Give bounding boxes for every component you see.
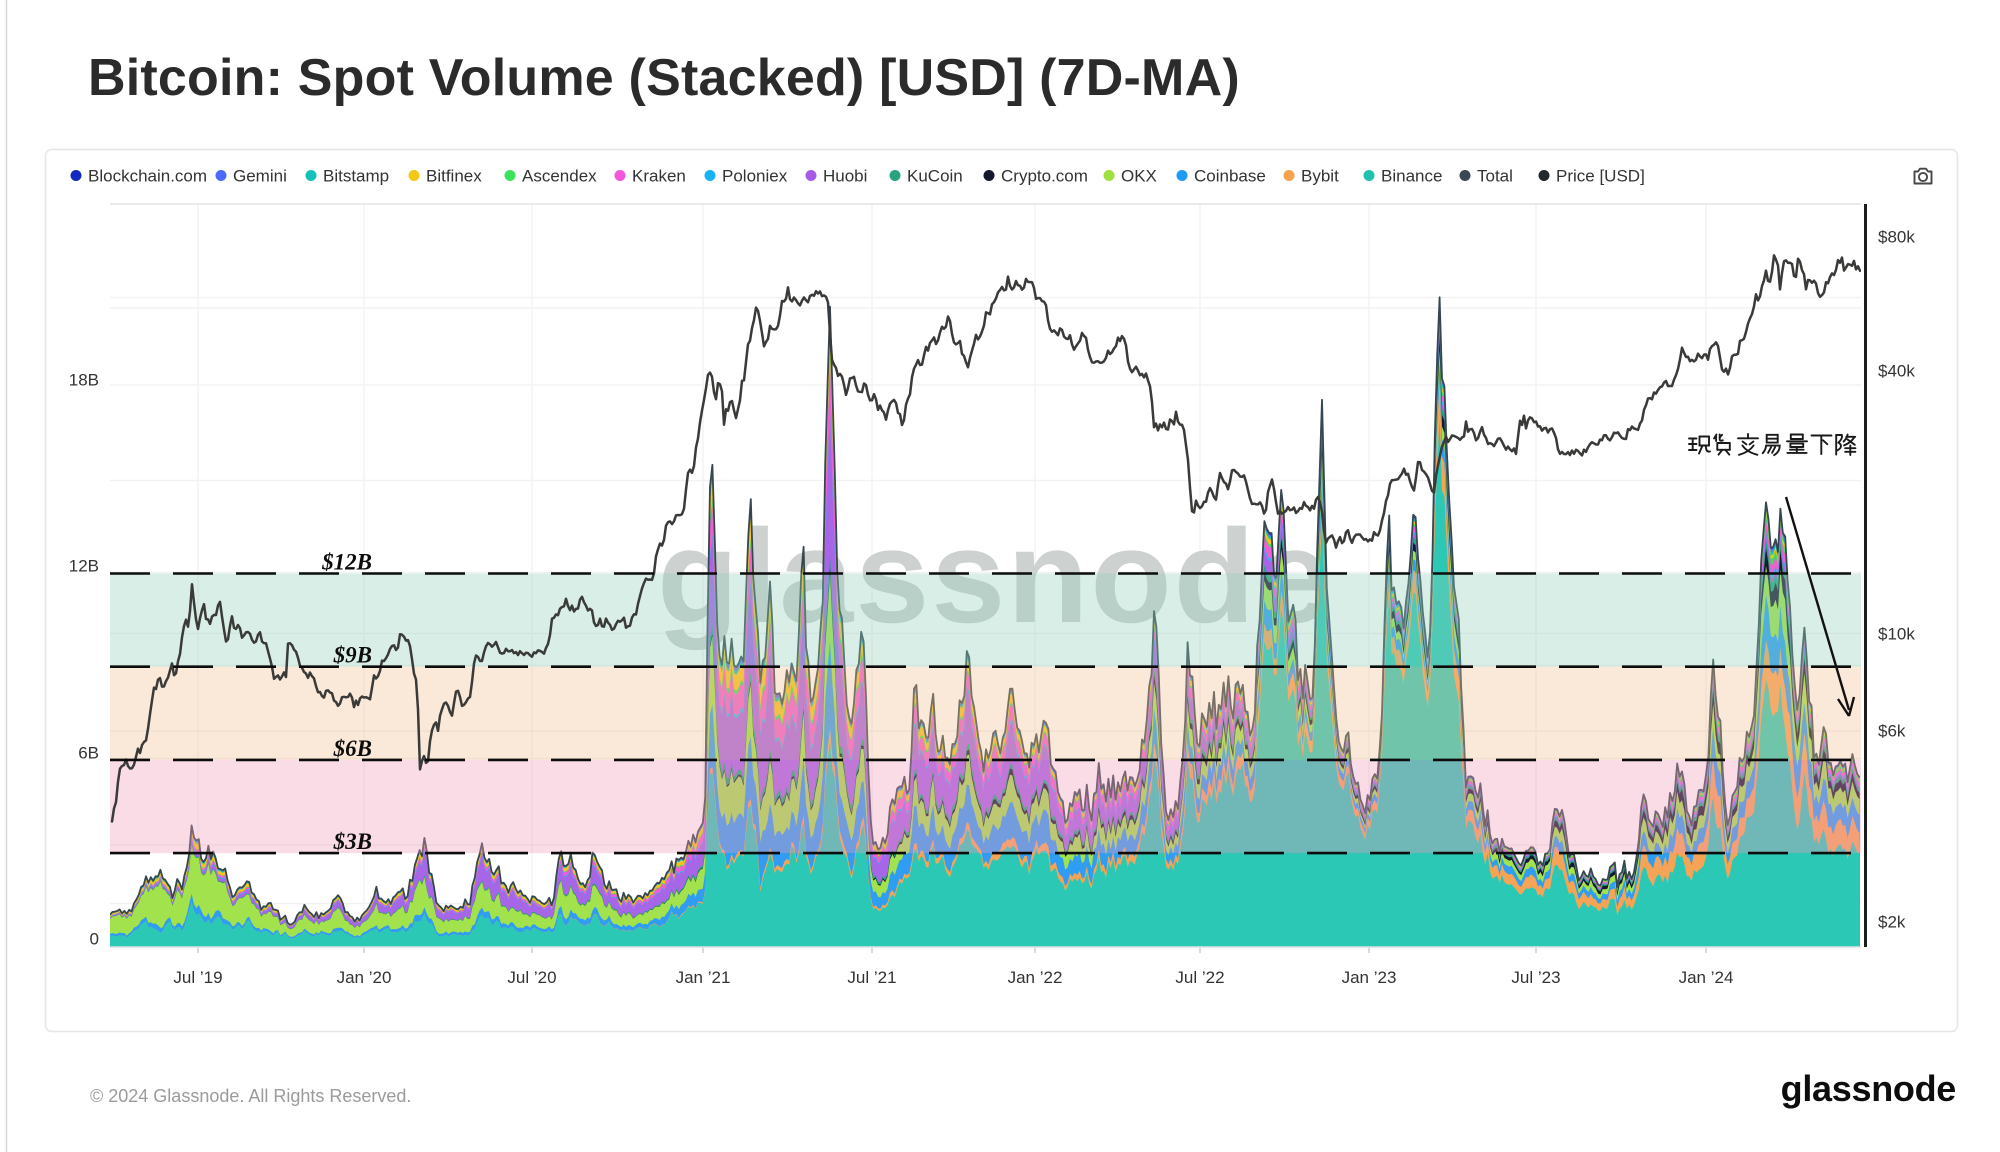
svg-text:Bitcoin: Spot Volume (Stacked): Bitcoin: Spot Volume (Stacked) [USD] (7D… bbox=[88, 49, 1240, 107]
svg-text:Jan ’20: Jan ’20 bbox=[337, 968, 392, 987]
svg-text:© 2024 Glassnode. All Rights R: © 2024 Glassnode. All Rights Reserved. bbox=[90, 1086, 411, 1106]
svg-text:Poloniex: Poloniex bbox=[722, 167, 788, 186]
svg-text:Jul ’20: Jul ’20 bbox=[507, 968, 556, 987]
svg-text:Jul ’19: Jul ’19 bbox=[173, 968, 222, 987]
svg-text:Bitfinex: Bitfinex bbox=[426, 167, 482, 186]
svg-text:Kraken: Kraken bbox=[632, 167, 686, 186]
svg-text:Binance: Binance bbox=[1381, 167, 1442, 186]
svg-text:18B: 18B bbox=[69, 371, 99, 390]
svg-text:Coinbase: Coinbase bbox=[1194, 167, 1266, 186]
svg-text:Ascendex: Ascendex bbox=[522, 167, 597, 186]
svg-text:Jan ’22: Jan ’22 bbox=[1008, 968, 1063, 987]
svg-text:Crypto.com: Crypto.com bbox=[1001, 167, 1088, 186]
svg-text:Total: Total bbox=[1477, 167, 1513, 186]
svg-text:Jul ’22: Jul ’22 bbox=[1175, 968, 1224, 987]
svg-text:$9B: $9B bbox=[333, 643, 372, 668]
svg-text:Price [USD]: Price [USD] bbox=[1556, 167, 1645, 186]
svg-text:Jan ’21: Jan ’21 bbox=[676, 968, 731, 987]
svg-text:Huobi: Huobi bbox=[823, 167, 867, 186]
svg-text:KuCoin: KuCoin bbox=[907, 167, 963, 186]
svg-text:Jul ’23: Jul ’23 bbox=[1511, 968, 1560, 987]
svg-text:$80k: $80k bbox=[1878, 228, 1915, 247]
svg-text:$6k: $6k bbox=[1878, 722, 1906, 741]
svg-text:Jul ’21: Jul ’21 bbox=[847, 968, 896, 987]
svg-text:$6B: $6B bbox=[333, 736, 372, 761]
svg-text:Bitstamp: Bitstamp bbox=[323, 167, 389, 186]
svg-text:12B: 12B bbox=[69, 557, 99, 576]
svg-text:$2k: $2k bbox=[1878, 913, 1906, 932]
svg-text:Gemini: Gemini bbox=[233, 167, 287, 186]
svg-text:Blockchain.com: Blockchain.com bbox=[88, 167, 207, 186]
svg-text:0: 0 bbox=[90, 930, 99, 949]
svg-text:$40k: $40k bbox=[1878, 362, 1915, 381]
svg-text:6B: 6B bbox=[78, 744, 99, 763]
svg-text:OKX: OKX bbox=[1121, 167, 1157, 186]
svg-text:$12B: $12B bbox=[321, 550, 372, 575]
svg-text:glassnode: glassnode bbox=[1781, 1068, 1956, 1109]
svg-text:$10k: $10k bbox=[1878, 625, 1915, 644]
svg-text:Jan ’24: Jan ’24 bbox=[1679, 968, 1734, 987]
svg-text:Bybit: Bybit bbox=[1301, 167, 1339, 186]
svg-text:$3B: $3B bbox=[333, 829, 372, 854]
svg-text:Jan ’23: Jan ’23 bbox=[1342, 968, 1397, 987]
